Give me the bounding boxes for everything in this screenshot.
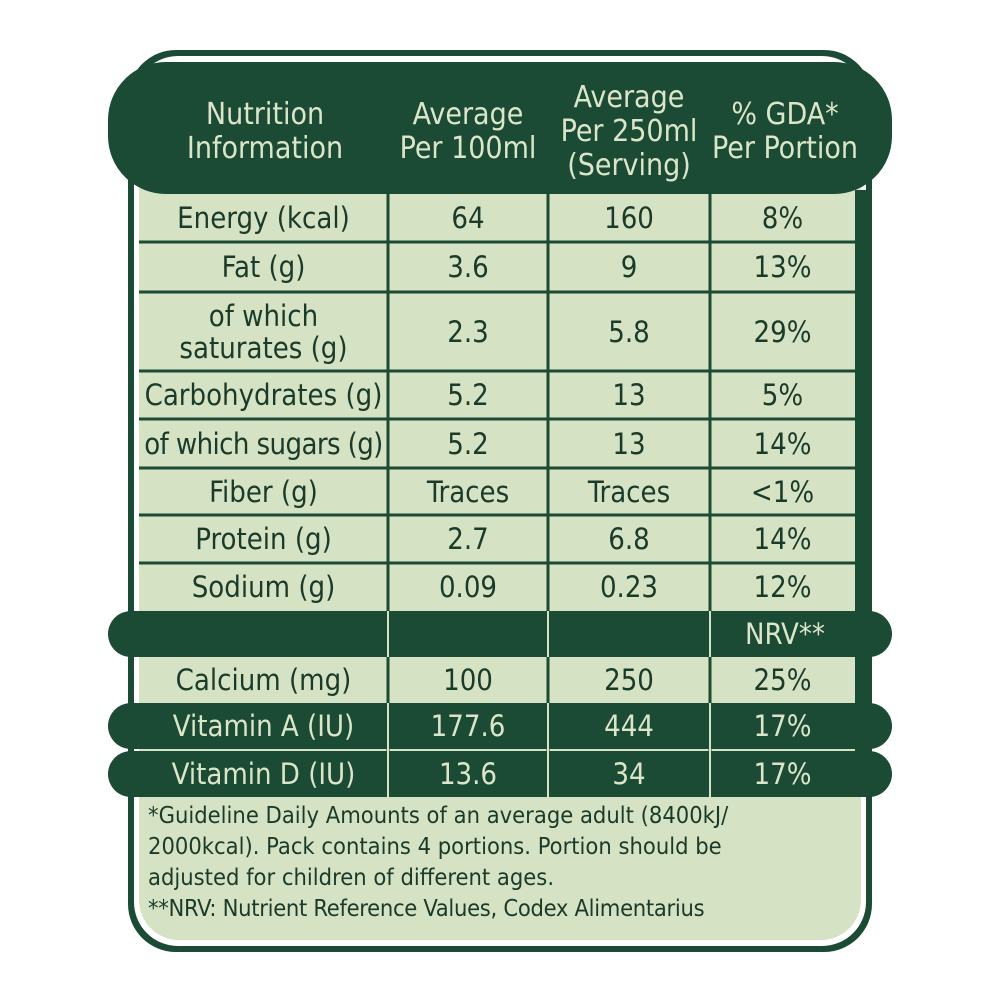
header-per-100ml: Average Per 100ml: [399, 97, 537, 166]
row-per100: 64: [451, 201, 485, 235]
footnote: *Guideline Daily Amounts of an average a…: [148, 800, 848, 924]
row-per250: 9: [620, 250, 638, 284]
row-pct: <1%: [750, 474, 815, 509]
row-pct: 12%: [753, 570, 812, 604]
row-per250: 5.8: [608, 314, 650, 349]
mineral-row-pct: 17%: [753, 757, 812, 791]
mineral-row-pct: 25%: [753, 663, 812, 697]
row-nutrient: Sodium (g): [191, 570, 336, 604]
mineral-row-nutrient: Calcium (mg): [175, 663, 352, 697]
row-pct: 14%: [753, 522, 812, 556]
mineral-row-pct: 17%: [753, 709, 812, 743]
row-per100: 3.6: [447, 250, 489, 284]
footnote-line: *Guideline Daily Amounts of an average a…: [148, 801, 729, 829]
row-per100: 2.7: [447, 522, 489, 556]
mineral-row-per250: 34: [612, 757, 646, 791]
header-per-250ml: Average Per 250ml (Serving): [560, 80, 698, 183]
mineral-row-nutrient: Vitamin A (IU): [172, 709, 355, 743]
header-band: [108, 62, 892, 194]
mineral-row-nutrient: Vitamin D (IU): [171, 757, 356, 791]
mineral-row-per100: 177.6: [430, 709, 506, 743]
row-nutrient: Fat (g): [221, 250, 306, 284]
row-per250: 160: [604, 201, 654, 235]
row-nutrient: Carbohydrates (g): [144, 378, 383, 412]
table-grid: [139, 194, 855, 797]
header-gda: % GDA* Per Portion: [712, 97, 858, 166]
mineral-row-per250: 444: [604, 709, 654, 743]
row-per100: 2.3: [447, 314, 489, 349]
row-nutrient: Energy (kcal): [177, 201, 350, 235]
row-pct: 5%: [761, 378, 804, 412]
row-per250: Traces: [587, 474, 671, 509]
footnote-line: **NRV: Nutrient Reference Values, Codex …: [148, 894, 705, 922]
row-per100: 5.2: [447, 378, 489, 412]
row-per250: 0.23: [599, 570, 659, 604]
row-pct: 14%: [753, 426, 812, 461]
nrv-band: [108, 611, 892, 657]
row-nutrient: of which saturates (g): [179, 298, 348, 365]
row-nutrient: of which sugars (g): [144, 426, 383, 461]
row-pct: 8%: [761, 201, 804, 235]
row-per250: 6.8: [608, 522, 650, 556]
footnote-line: adjusted for children of different ages.: [148, 863, 555, 891]
mineral-row-per250: 250: [604, 663, 654, 697]
row-per250: 13: [612, 426, 646, 461]
row-per100: Traces: [426, 474, 510, 509]
footnote-line: 2000kcal). Pack contains 4 portions. Por…: [148, 832, 722, 860]
mineral-row-per100: 100: [443, 663, 493, 697]
row-pct: 29%: [753, 314, 812, 349]
row-per250: 13: [612, 378, 646, 412]
row-nutrient: Fiber (g): [209, 474, 318, 509]
header-nutrition-information: Nutrition Information: [186, 97, 344, 166]
mineral-row-per100: 13.6: [438, 757, 498, 791]
row-nutrient: Protein (g): [195, 522, 332, 556]
row-per100: 5.2: [447, 426, 489, 461]
nrv-label: NRV**: [745, 617, 825, 651]
vitamin-a-band: [108, 703, 892, 749]
vitamin-d-band: [108, 751, 892, 797]
row-per100: 0.09: [438, 570, 498, 604]
row-pct: 13%: [753, 250, 812, 284]
